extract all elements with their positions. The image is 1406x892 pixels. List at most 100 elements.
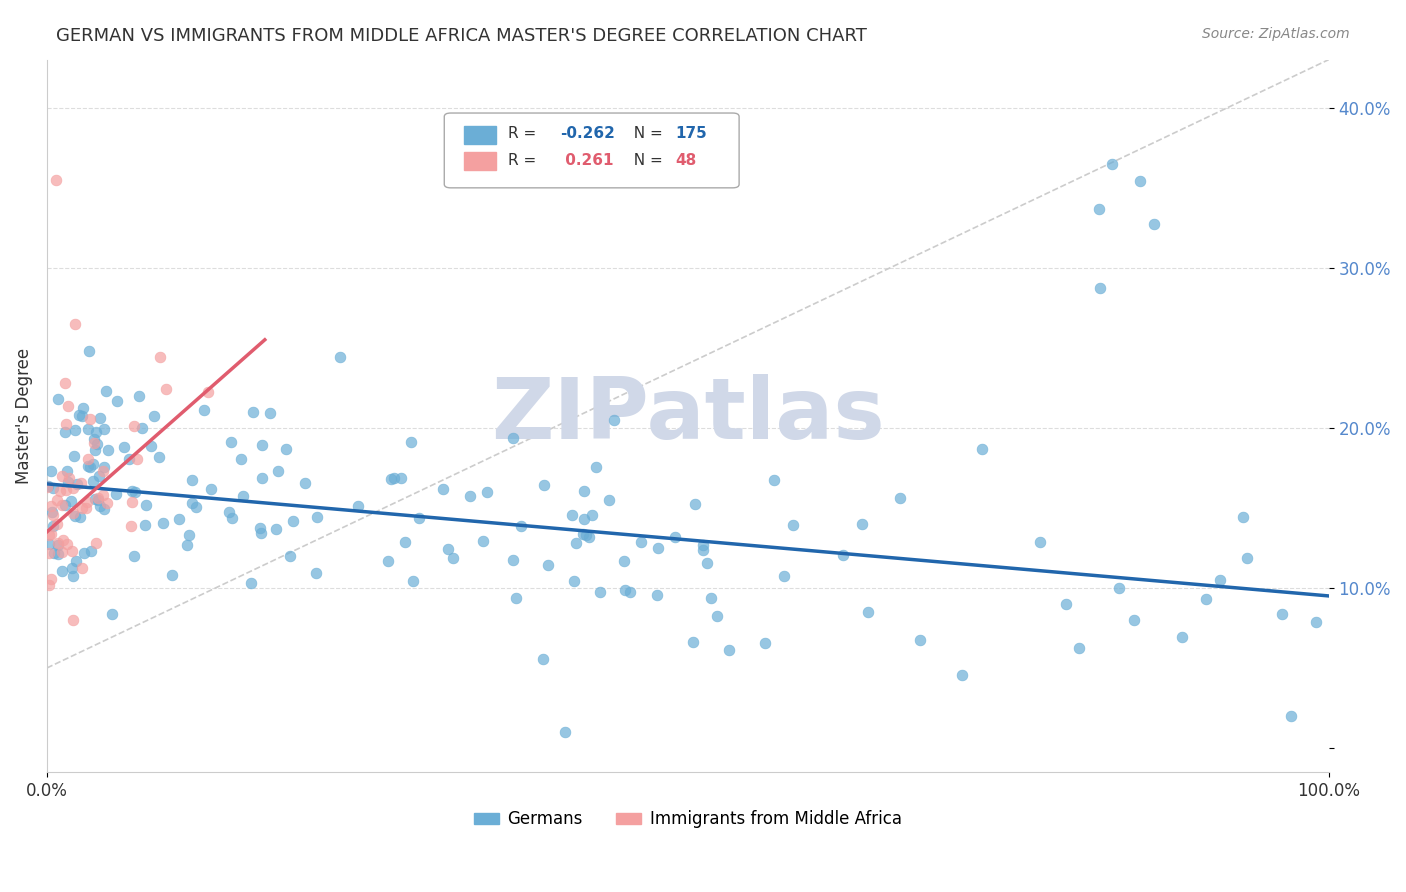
- Germans: [181, 496, 204, 510]
- Germans: [305, 510, 328, 524]
- Germans: [60, 561, 83, 575]
- Immigrants from Middle Africa: [63, 317, 86, 331]
- Germans: [229, 452, 252, 467]
- Immigrants from Middle Africa: [84, 536, 107, 550]
- Germans: [908, 632, 931, 647]
- Germans: [754, 636, 776, 650]
- Text: -0.262: -0.262: [560, 126, 614, 141]
- Germans: [1271, 607, 1294, 621]
- Germans: [278, 549, 301, 563]
- Immigrants from Middle Africa: [38, 527, 60, 541]
- Immigrants from Middle Africa: [62, 613, 84, 627]
- Immigrants from Middle Africa: [37, 480, 59, 494]
- Germans: [782, 518, 804, 533]
- Germans: [1054, 597, 1077, 611]
- Germans: [502, 553, 524, 567]
- Germans: [831, 548, 853, 562]
- Germans: [572, 484, 595, 499]
- Germans: [692, 538, 714, 552]
- Immigrants from Middle Africa: [38, 577, 60, 591]
- Text: N =: N =: [624, 126, 668, 141]
- Germans: [39, 465, 62, 479]
- Germans: [1088, 202, 1111, 217]
- Germans: [1101, 157, 1123, 171]
- Germans: [1279, 709, 1302, 723]
- Immigrants from Middle Africa: [52, 533, 75, 547]
- Germans: [682, 635, 704, 649]
- Immigrants from Middle Africa: [121, 495, 143, 509]
- Germans: [647, 541, 669, 555]
- Germans: [84, 443, 107, 458]
- Immigrants from Middle Africa: [46, 517, 69, 532]
- Germans: [603, 413, 626, 427]
- Germans: [1123, 613, 1146, 627]
- Germans: [242, 405, 264, 419]
- Germans: [266, 463, 288, 477]
- Germans: [93, 501, 115, 516]
- Immigrants from Middle Africa: [120, 518, 142, 533]
- Germans: [502, 431, 524, 445]
- Germans: [193, 403, 215, 417]
- Germans: [59, 493, 82, 508]
- Germans: [66, 477, 89, 491]
- Germans: [96, 384, 118, 399]
- Immigrants from Middle Africa: [45, 172, 67, 186]
- Immigrants from Middle Africa: [51, 498, 73, 512]
- Germans: [89, 411, 111, 425]
- Immigrants from Middle Africa: [58, 400, 80, 414]
- Germans: [533, 478, 555, 492]
- Text: R =: R =: [509, 153, 541, 169]
- Immigrants from Middle Africa: [55, 483, 77, 497]
- Germans: [259, 406, 281, 420]
- Germans: [408, 511, 430, 525]
- Immigrants from Middle Africa: [55, 417, 77, 432]
- Germans: [69, 510, 91, 524]
- Germans: [250, 438, 273, 452]
- Germans: [585, 459, 607, 474]
- Germans: [619, 584, 641, 599]
- Germans: [1209, 573, 1232, 587]
- Germans: [377, 554, 399, 568]
- Germans: [1108, 581, 1130, 595]
- Immigrants from Middle Africa: [91, 464, 114, 478]
- Text: GERMAN VS IMMIGRANTS FROM MIDDLE AFRICA MASTER'S DEGREE CORRELATION CHART: GERMAN VS IMMIGRANTS FROM MIDDLE AFRICA …: [56, 27, 868, 45]
- Immigrants from Middle Africa: [91, 488, 114, 502]
- Immigrants from Middle Africa: [46, 536, 69, 550]
- Germans: [537, 558, 560, 572]
- Germans: [394, 535, 416, 549]
- Germans: [93, 460, 115, 475]
- Germans: [79, 460, 101, 475]
- Germans: [53, 498, 76, 512]
- Germans: [858, 605, 880, 619]
- Germans: [80, 544, 103, 558]
- Germans: [42, 481, 65, 495]
- Germans: [1088, 281, 1111, 295]
- Germans: [1171, 630, 1194, 644]
- Immigrants from Middle Africa: [38, 545, 60, 559]
- Germans: [181, 473, 204, 487]
- Germans: [83, 492, 105, 507]
- Germans: [565, 536, 588, 550]
- Germans: [93, 422, 115, 436]
- Germans: [139, 440, 162, 454]
- Germans: [97, 443, 120, 458]
- Germans: [562, 574, 585, 588]
- Germans: [77, 344, 100, 359]
- Germans: [152, 516, 174, 531]
- Germans: [118, 452, 141, 467]
- Germans: [581, 508, 603, 523]
- Germans: [167, 512, 190, 526]
- Immigrants from Middle Africa: [60, 544, 83, 558]
- Germans: [87, 469, 110, 483]
- Germans: [572, 527, 595, 541]
- Germans: [107, 394, 129, 409]
- Immigrants from Middle Africa: [155, 382, 177, 396]
- Germans: [128, 389, 150, 403]
- Germans: [613, 583, 636, 598]
- Germans: [1194, 591, 1216, 606]
- Germans: [384, 470, 406, 484]
- Germans: [142, 409, 165, 423]
- Germans: [505, 591, 527, 606]
- Germans: [46, 538, 69, 552]
- Germans: [391, 471, 413, 485]
